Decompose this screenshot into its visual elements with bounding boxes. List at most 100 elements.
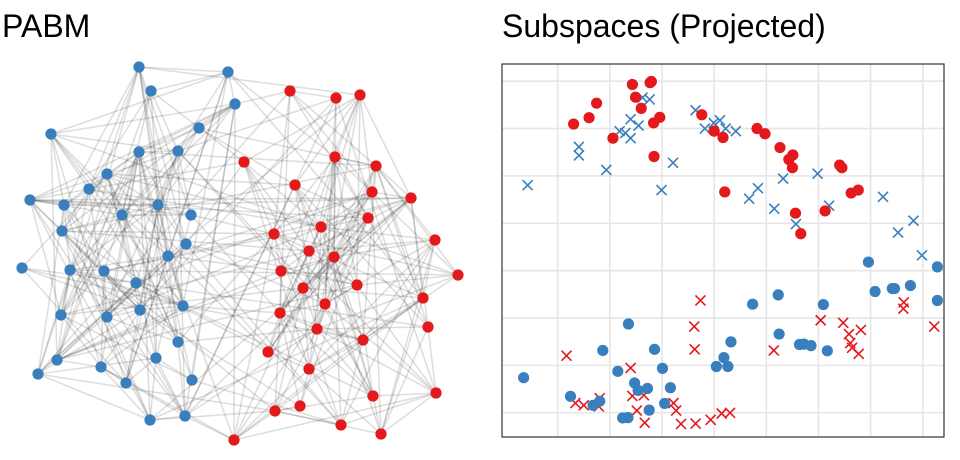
scatter-point-red-circle [787,149,799,161]
network-edge [125,204,159,384]
network-edge [410,197,429,328]
network-edge [280,250,310,272]
network-edge [371,191,424,299]
network-edge [380,392,437,435]
network-node-red [351,279,363,291]
network-edge [198,127,296,186]
scatter-point-red-circle [852,184,864,196]
network-edge [157,103,236,206]
network-edge [294,184,382,435]
network-node-blue [172,336,184,348]
network-edge [135,191,373,284]
network-edge [316,274,459,330]
network-edge [267,256,335,353]
network-edge [21,267,137,284]
network-edge [60,269,71,316]
network-edge [190,214,281,314]
network-edge [302,287,318,330]
scatter-point-blue-circle [888,282,901,295]
network-edge [29,199,65,206]
scatter-point-red-circle [708,125,720,137]
network-edge [308,217,369,252]
network-edge [29,188,90,201]
scatter-point-red-cross [625,362,637,374]
scatter-point-red-cross [724,407,736,419]
network-edge [294,94,361,186]
network-edge [362,274,459,341]
network-edge [37,373,151,421]
scatter-point-red-circle [774,141,786,154]
network-edge [427,326,437,394]
scatter-point-red-cross [843,328,855,340]
network-node-red [357,334,369,346]
network-node-blue [55,309,67,321]
network-edge [316,94,361,330]
network-edge [63,204,137,284]
network-edge [60,214,123,316]
network-edge [184,97,337,417]
network-edge [56,270,282,361]
network-edge [340,239,436,426]
network-edge [302,287,310,370]
network-edge [324,284,358,305]
network-edge [294,184,369,219]
network-edge [61,103,236,232]
network-edge [100,305,184,368]
scatter-point-red-cross [694,294,707,307]
network-edge [324,217,369,305]
network-edge [184,184,296,417]
network-edge [233,392,437,441]
network-edge [103,270,108,318]
network-edge [320,226,436,241]
network-edge [333,217,369,258]
scatter-point-red-cross [844,337,856,349]
network-edge [302,197,412,289]
scatter-point-red-circle [751,122,763,135]
network-node-blue [179,410,191,422]
network-edge [125,150,179,384]
scatter-point-blue-cross [600,164,612,176]
network-node-blue [229,98,241,110]
scatter-point-red-circle [645,75,657,88]
network-node-blue [145,85,157,97]
scatter-point-blue-cross [907,215,920,227]
network-edge [63,66,140,206]
network-edge [340,339,364,426]
scatter-point-red-circle [626,78,638,91]
network-edge [88,188,179,343]
network-edge [243,161,322,228]
scatter-point-blue-circle [622,318,635,330]
scatter-point-red-cross [837,317,849,329]
network-edge [100,151,140,368]
network-edge [69,269,184,307]
network-edge [135,282,429,328]
scatter-point-red-cross [688,321,700,333]
scatter-point-red-circle [629,91,642,103]
scatter-points [518,75,943,430]
network-edge [177,341,193,381]
scatter-point-blue-cross [655,184,668,196]
network-edge [324,303,374,397]
network-edge [63,204,127,384]
network-edge [37,66,140,375]
network-node-blue [134,304,146,316]
network-edge [308,368,382,435]
network-edge [61,230,151,421]
network-edge [320,94,361,228]
scatter-point-blue-cross [743,193,755,205]
network-edge [56,151,140,361]
scatter-point-blue-cross [708,117,720,129]
scatter-point-blue-circle [931,261,943,273]
network-edge [155,357,193,381]
network-edge [56,359,102,368]
network-edge [60,250,310,316]
scatter-point-red-circle [786,162,798,174]
network-edge [294,184,364,341]
network-edge [100,366,186,417]
network-edge [177,97,337,152]
network-edge [63,204,105,272]
network-edge [60,127,200,316]
network-edge [184,103,236,417]
network-node-red [289,179,301,191]
scatter-point-blue-circle [725,336,737,348]
